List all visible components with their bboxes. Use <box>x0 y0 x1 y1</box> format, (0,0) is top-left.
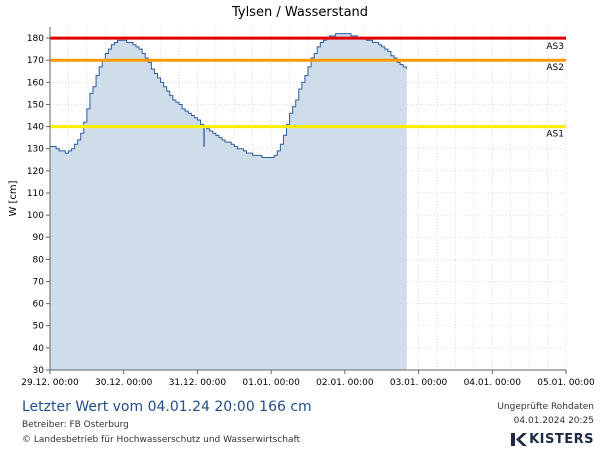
y-tick-label: 90 <box>33 233 45 243</box>
y-tick-label: 180 <box>27 34 44 44</box>
y-tick-label: 170 <box>27 56 44 66</box>
y-tick-label: 70 <box>33 277 45 287</box>
y-tick-label: 80 <box>33 255 45 265</box>
brand-name: KISTERS <box>529 432 594 447</box>
y-tick-label: 110 <box>27 189 44 199</box>
water-level-chart: 30 40 50 60 70 80 90 100 110 120 130 140 150 160 170 18… <box>8 27 595 388</box>
x-tick-label: 05.01. 00:00 <box>537 378 595 388</box>
copyright-text: © Landesbetrieb für Hochwasserschutz und… <box>22 435 301 445</box>
series-line <box>50 33 407 159</box>
y-tick-label: 50 <box>33 322 45 332</box>
raw-data-timestamp: 04.01.2024 20:25 <box>513 416 594 426</box>
y-tick-label: 150 <box>27 100 44 110</box>
x-tick-label: 30.12. 00:00 <box>95 378 153 388</box>
operator-text: Betreiber: FB Osterburg <box>22 420 129 430</box>
threshold-label-as1: AS1 <box>546 130 564 140</box>
kisters-logo: KISTERS <box>511 432 594 447</box>
y-tick-label: 30 <box>33 366 45 376</box>
x-tick-label: 02.01. 00:00 <box>316 378 374 388</box>
x-tick-label: 01.01. 00:00 <box>242 378 300 388</box>
threshold-label-as2: AS2 <box>546 63 564 73</box>
raw-data-note: Ungeprüfte Rohdaten <box>497 402 594 412</box>
y-tick-label: 130 <box>27 145 44 155</box>
x-tick-label: 04.01. 00:00 <box>464 378 522 388</box>
y-tick-label: 120 <box>27 167 44 177</box>
y-tick-label: 40 <box>33 344 45 354</box>
x-tick-label: 03.01. 00:00 <box>390 378 448 388</box>
latest-value-text: Letzter Wert vom 04.01.24 20:00 166 cm <box>22 399 312 415</box>
x-tick-label: 31.12. 00:00 <box>169 378 227 388</box>
y-axis-label: W [cm] <box>8 180 19 216</box>
y-tick-label: 100 <box>27 211 44 221</box>
series-area <box>50 33 407 370</box>
y-tick-label: 140 <box>27 123 44 133</box>
y-tick-label: 60 <box>33 300 45 310</box>
x-tick-label: 29.12. 00:00 <box>21 378 79 388</box>
kisters-mark-icon <box>511 433 528 446</box>
y-tick-label: 160 <box>27 78 44 88</box>
chart-title: Tylsen / Wasserstand <box>231 5 369 20</box>
threshold-label-as3: AS3 <box>546 42 564 52</box>
